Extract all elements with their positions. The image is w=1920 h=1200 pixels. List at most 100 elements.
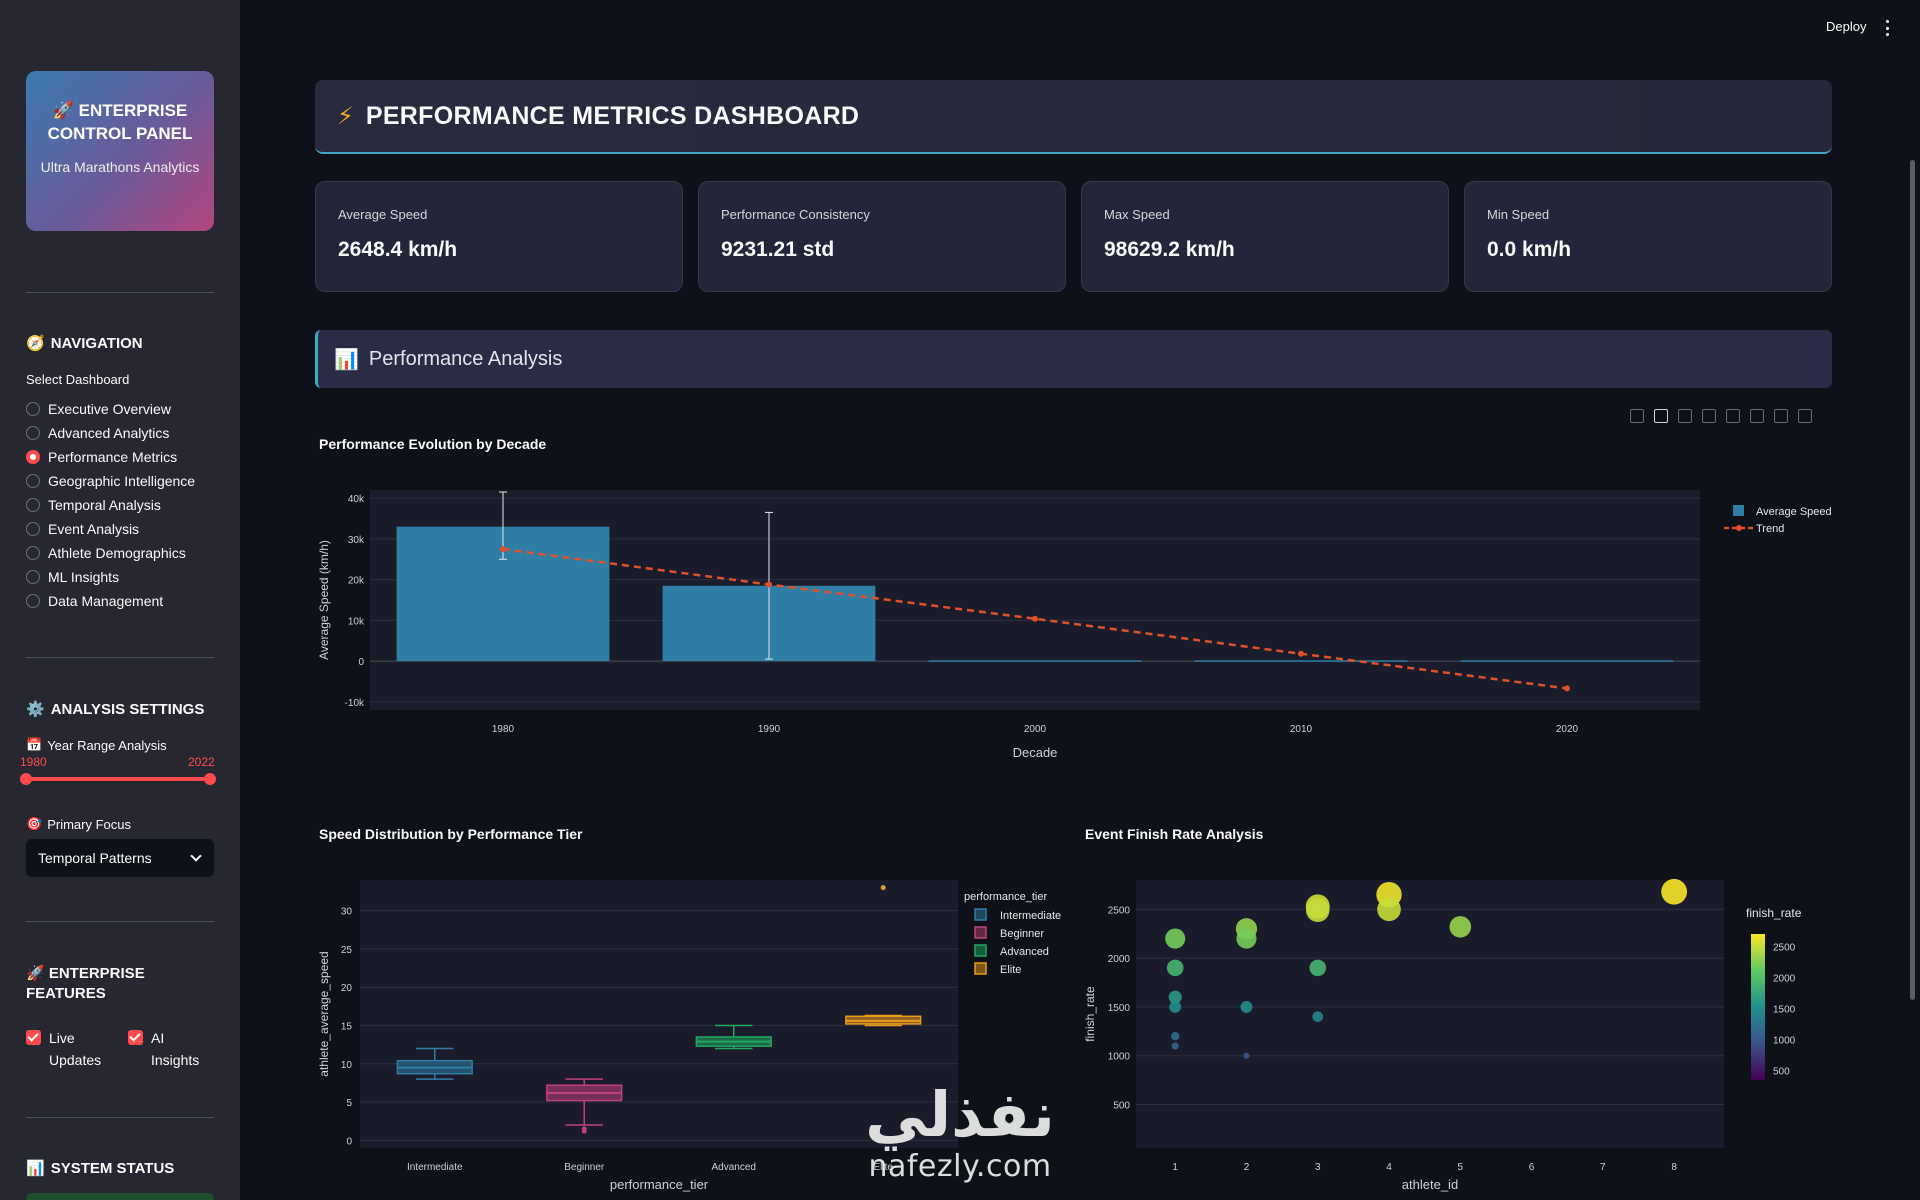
year-range-text: Year Range Analysis bbox=[47, 737, 167, 753]
scrollbar[interactable] bbox=[1910, 160, 1915, 1000]
radio-selected-icon bbox=[26, 450, 40, 464]
nav-item-label: Event Analysis bbox=[48, 521, 140, 537]
x-tick-label: 8 bbox=[1671, 1162, 1677, 1173]
chart-event-finish-rate[interactable]: 500 1000 1500 2000 2500 1 2 3 4 5 6 7 8 athlete_id fin… bbox=[1080, 870, 1820, 1200]
year-range-label: 📅 Year Range Analysis bbox=[26, 737, 167, 753]
navigation-heading: 🧭 NAVIGATION bbox=[26, 334, 143, 353]
camera-icon[interactable] bbox=[1630, 409, 1644, 423]
nav-item-ml-insights[interactable]: ML Insights bbox=[26, 565, 195, 589]
zoom-icon[interactable] bbox=[1654, 409, 1668, 423]
x-tick-label: Beginner bbox=[564, 1162, 605, 1173]
pan-icon[interactable] bbox=[1678, 409, 1692, 423]
metric-card-average-speed: Average Speed 2648.4 km/h bbox=[315, 181, 683, 292]
scatter-point bbox=[1312, 1011, 1324, 1023]
enterprise-features-title: 🚀 ENTERPRISE FEATURES bbox=[26, 965, 145, 1002]
gear-icon: ⚙️ bbox=[26, 701, 45, 718]
chart-title-finish-rate: Event Finish Rate Analysis bbox=[1085, 826, 1264, 842]
analysis-settings-title: ANALYSIS SETTINGS bbox=[50, 700, 205, 718]
system-status-indicator bbox=[26, 1193, 214, 1200]
legend-label: Advanced bbox=[1000, 946, 1049, 958]
year-range-min-thumb[interactable] bbox=[20, 773, 32, 785]
checkbox-checked-icon bbox=[26, 1030, 41, 1045]
scatter-point bbox=[1236, 928, 1257, 949]
live-updates-checkbox[interactable]: Live Updates bbox=[26, 1027, 116, 1071]
trend-point bbox=[500, 546, 506, 553]
ai-insights-checkbox[interactable]: AI Insights bbox=[128, 1027, 218, 1071]
chart-speed-distribution[interactable]: 0 5 10 15 20 25 30 Intermediate Beginner Advanced… bbox=[310, 870, 1070, 1200]
nav-item-athlete-demographics[interactable]: Athlete Demographics bbox=[26, 541, 195, 565]
watermark-arabic: نفذلي bbox=[865, 1078, 1055, 1151]
autoscale-icon[interactable] bbox=[1750, 409, 1764, 423]
nav-item-label: Athlete Demographics bbox=[48, 545, 186, 561]
x-tick-label: 2 bbox=[1244, 1162, 1250, 1173]
deploy-button[interactable]: Deploy bbox=[1826, 19, 1867, 34]
chevron-down-icon bbox=[190, 850, 202, 862]
nav-item-executive-overview[interactable]: Executive Overview bbox=[26, 397, 195, 421]
colorbar-tick-label: 2000 bbox=[1773, 973, 1796, 984]
nav-item-data-management[interactable]: Data Management bbox=[26, 589, 195, 613]
legend-label: Beginner bbox=[1000, 928, 1044, 940]
trend-line bbox=[502, 547, 1568, 690]
radio-icon bbox=[26, 546, 40, 560]
brand-title: 🚀 ENTERPRISE CONTROL PANEL bbox=[47, 101, 193, 143]
home-icon[interactable] bbox=[1774, 409, 1788, 423]
scatter-point bbox=[1171, 1032, 1180, 1041]
calendar-icon: 📅 bbox=[26, 737, 43, 752]
metric-label: Min Speed bbox=[1487, 207, 1550, 222]
nav-item-geographic-intelligence[interactable]: Geographic Intelligence bbox=[26, 469, 195, 493]
year-min-value: 1980 bbox=[20, 755, 47, 769]
y-tick-label: 10k bbox=[348, 616, 365, 627]
fullscreen-icon[interactable] bbox=[1798, 409, 1812, 423]
kebab-menu-icon[interactable] bbox=[1885, 20, 1889, 36]
plot-area bbox=[1136, 880, 1724, 1148]
scatter-point bbox=[1166, 959, 1184, 977]
trend-point bbox=[766, 581, 772, 588]
nav-item-label: ML Insights bbox=[48, 569, 120, 585]
y-tick-label: 30k bbox=[348, 535, 365, 546]
metric-card-max-speed: Max Speed 98629.2 km/h bbox=[1081, 181, 1449, 292]
colorbar-tick-label: 1500 bbox=[1773, 1005, 1796, 1016]
y-tick-label: 1000 bbox=[1108, 1052, 1131, 1063]
scatter-point bbox=[1661, 878, 1687, 905]
nav-item-advanced-analytics[interactable]: Advanced Analytics bbox=[26, 421, 195, 445]
x-tick-label: Advanced bbox=[712, 1162, 756, 1173]
primary-focus-select[interactable]: Temporal Patterns bbox=[26, 839, 214, 877]
nav-item-temporal-analysis[interactable]: Temporal Analysis bbox=[26, 493, 195, 517]
metric-label: Performance Consistency bbox=[721, 207, 870, 222]
x-tick-label: 3 bbox=[1315, 1162, 1321, 1173]
year-range-slider-track[interactable] bbox=[26, 777, 210, 781]
legend-label: Average Speed bbox=[1756, 506, 1832, 518]
x-tick-label: 1 bbox=[1172, 1162, 1178, 1173]
nav-item-event-analysis[interactable]: Event Analysis bbox=[26, 517, 195, 541]
scatter-point bbox=[1169, 1000, 1182, 1013]
x-tick-label: 1990 bbox=[758, 724, 781, 735]
zoom-out-icon[interactable] bbox=[1726, 409, 1740, 423]
y-tick-label: 2000 bbox=[1108, 954, 1131, 965]
watermark: نفذلي nafezly.com bbox=[850, 1080, 1070, 1184]
legend-title: performance_tier bbox=[964, 891, 1047, 903]
zoom-in-icon[interactable] bbox=[1702, 409, 1716, 423]
radio-icon bbox=[26, 402, 40, 416]
y-tick-label: 0 bbox=[346, 1136, 352, 1147]
y-tick-label: 20 bbox=[341, 983, 353, 994]
scatter-point bbox=[1165, 928, 1186, 949]
year-range-max-thumb[interactable] bbox=[204, 773, 216, 785]
colorbar-tick-label: 2500 bbox=[1773, 942, 1796, 953]
colorbar-tick-label: 1000 bbox=[1773, 1036, 1796, 1047]
colorbar-tick-label: 500 bbox=[1773, 1067, 1790, 1078]
scatter-point bbox=[1168, 990, 1182, 1004]
y-tick-label: 25 bbox=[341, 945, 353, 956]
scatter-point bbox=[1377, 897, 1401, 922]
y-tick-label: 5 bbox=[346, 1098, 352, 1109]
bar-2010 bbox=[1194, 660, 1408, 662]
nav-item-performance-metrics[interactable]: Performance Metrics bbox=[26, 445, 195, 469]
radio-icon bbox=[26, 426, 40, 440]
radio-icon bbox=[26, 498, 40, 512]
metric-label: Max Speed bbox=[1104, 207, 1170, 222]
sidebar: 🚀 ENTERPRISE CONTROL PANEL Ultra Maratho… bbox=[0, 0, 240, 1200]
system-status-heading: 📊 SYSTEM STATUS bbox=[26, 1159, 174, 1178]
legend-label: Trend bbox=[1756, 523, 1784, 535]
legend-swatch-average-speed bbox=[1733, 505, 1744, 516]
scatter-point bbox=[1240, 1000, 1253, 1013]
chart-performance-evolution[interactable]: 40k 30k 20k 10k 0 -10k 1980 1990 2000 2010 2020 Dec… bbox=[310, 480, 1840, 760]
